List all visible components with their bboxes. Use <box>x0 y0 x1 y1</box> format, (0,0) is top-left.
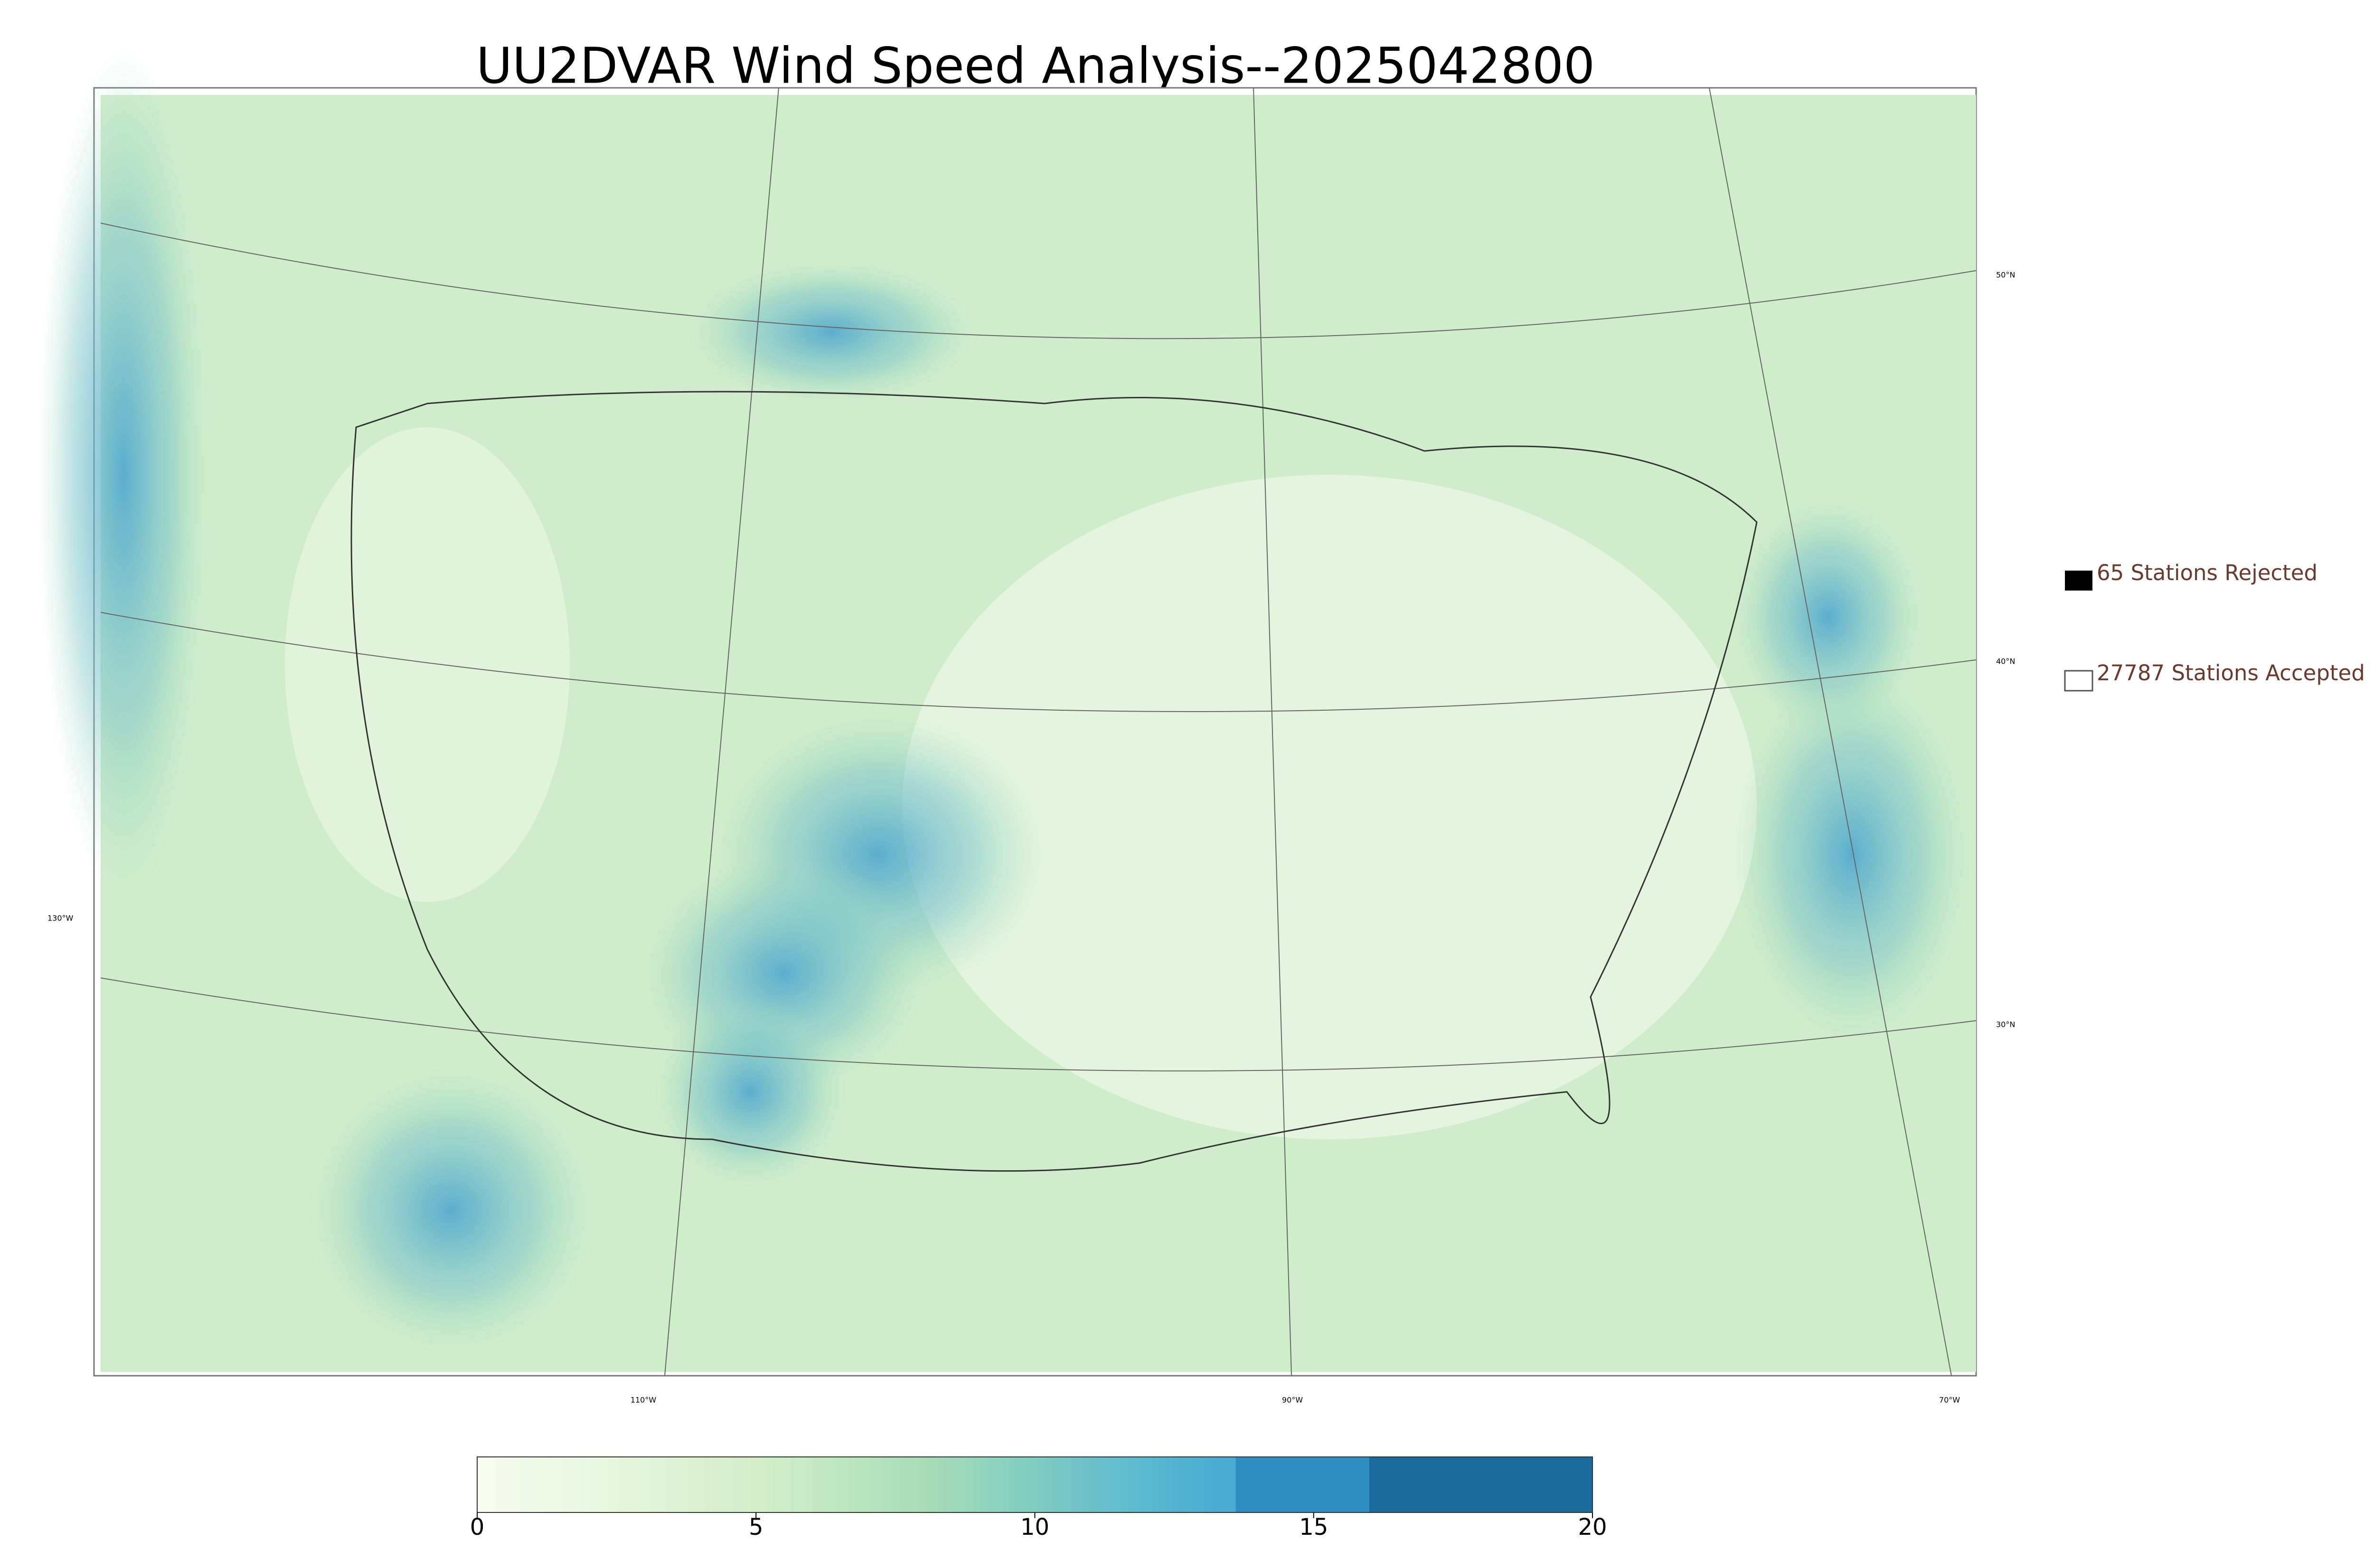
map: 50°N 40°N 30°N 130°W 110°W 90°W 70°W <box>38 47 2015 1405</box>
graticule <box>100 87 1977 1376</box>
colorbar-tick-label: 15 <box>1299 1514 1328 1540</box>
colorbar-tick-label: 10 <box>1020 1514 1049 1540</box>
wind-area <box>309 1068 594 1353</box>
colorbar: 0 5 10 15 20 <box>470 1456 1607 1540</box>
lon-label: 130°W <box>47 914 74 923</box>
wind-area <box>1733 665 1970 1044</box>
coastline <box>350 391 1758 1172</box>
lon-label: 70°W <box>1939 1396 1960 1405</box>
lat-label: 30°N <box>1996 1020 2015 1029</box>
lat-label: 40°N <box>1996 657 2015 666</box>
colorbar-body <box>477 1456 1593 1513</box>
colorbar-tick-label: 20 <box>1578 1514 1607 1540</box>
title: UU2DVAR Wind Speed Analysis--2025042800 <box>476 37 1595 94</box>
legend-label: 27787 Stations Accepted <box>2097 660 2365 685</box>
legend-label: 65 Stations Rejected <box>2097 560 2317 585</box>
colorbar-tick-label: 0 <box>470 1514 485 1540</box>
legend-swatch <box>2064 670 2093 692</box>
lon-label: 110°W <box>631 1396 657 1405</box>
legend-swatch <box>2065 571 2092 591</box>
lat-label: 50°N <box>1996 271 2015 280</box>
calm-area <box>902 475 1757 1139</box>
calm-area <box>285 427 570 902</box>
lon-label: 90°W <box>1282 1396 1303 1405</box>
wind-area <box>688 261 973 404</box>
colorbar-tick-label: 5 <box>749 1514 763 1540</box>
wind-area <box>38 47 209 902</box>
legend: 65 Stations Rejected 27787 Stations Acce… <box>2064 560 2365 692</box>
